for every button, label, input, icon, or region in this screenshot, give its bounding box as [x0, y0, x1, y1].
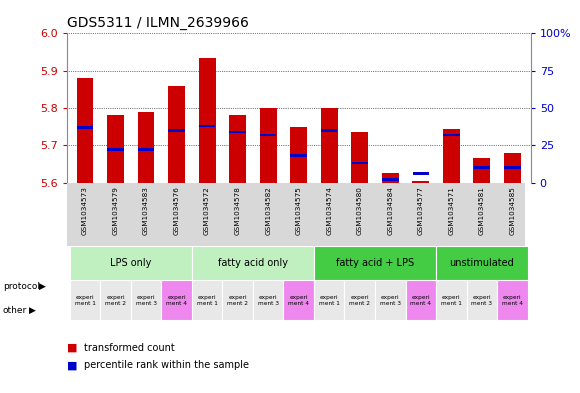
Text: GDS5311 / ILMN_2639966: GDS5311 / ILMN_2639966 [67, 16, 249, 29]
Bar [351, 162, 368, 165]
Text: ▶: ▶ [39, 283, 46, 291]
Bar [405, 280, 436, 320]
Bar [474, 166, 490, 169]
Bar [138, 149, 154, 151]
Text: GSM1034578: GSM1034578 [235, 186, 241, 235]
Text: GSM1034582: GSM1034582 [265, 186, 271, 235]
Text: fatty acid only: fatty acid only [218, 258, 288, 268]
Bar [466, 280, 497, 320]
Bar [70, 280, 100, 320]
Text: GSM1034576: GSM1034576 [173, 186, 180, 235]
Bar [382, 173, 398, 183]
Bar [199, 125, 215, 127]
Bar [131, 280, 161, 320]
Text: GSM1034573: GSM1034573 [82, 186, 88, 235]
Text: experi
ment 3: experi ment 3 [472, 295, 492, 306]
Bar [77, 126, 93, 129]
Bar [192, 280, 222, 320]
Bar [412, 181, 429, 183]
Text: percentile rank within the sample: percentile rank within the sample [84, 360, 249, 371]
Text: transformed count: transformed count [84, 343, 175, 353]
Text: GSM1034581: GSM1034581 [479, 186, 485, 235]
Bar [137, 112, 154, 183]
Text: LPS only: LPS only [110, 258, 151, 268]
Text: unstimulated: unstimulated [450, 258, 514, 268]
Bar [70, 246, 192, 280]
Text: experi
ment 2: experi ment 2 [349, 295, 370, 306]
Bar [107, 116, 124, 183]
Text: experi
ment 4: experi ment 4 [410, 295, 432, 306]
Bar [260, 108, 277, 183]
Text: GSM1034585: GSM1034585 [509, 186, 516, 235]
Bar [253, 280, 284, 320]
Bar [436, 246, 528, 280]
Text: other: other [3, 306, 27, 315]
Text: experi
ment 3: experi ment 3 [258, 295, 278, 306]
Bar [314, 246, 436, 280]
Bar [412, 173, 429, 175]
Text: experi
ment 4: experi ment 4 [288, 295, 309, 306]
Text: experi
ment 3: experi ment 3 [380, 295, 401, 306]
Bar [229, 116, 246, 183]
Text: GSM1034577: GSM1034577 [418, 186, 424, 235]
Text: GSM1034580: GSM1034580 [357, 186, 362, 235]
Text: experi
ment 1: experi ment 1 [441, 295, 462, 306]
Bar [443, 134, 459, 136]
Text: GSM1034574: GSM1034574 [326, 186, 332, 235]
Text: GSM1034572: GSM1034572 [204, 186, 210, 235]
Bar [222, 280, 253, 320]
Bar [375, 280, 405, 320]
Text: GSM1034575: GSM1034575 [296, 186, 302, 235]
Bar [199, 58, 216, 183]
Text: experi
ment 1: experi ment 1 [319, 295, 340, 306]
Bar [100, 280, 131, 320]
Bar [291, 127, 307, 183]
Bar [260, 134, 277, 136]
Bar [161, 280, 192, 320]
Bar [504, 153, 521, 183]
Bar [314, 280, 345, 320]
Text: experi
ment 2: experi ment 2 [227, 295, 248, 306]
Text: experi
ment 4: experi ment 4 [502, 295, 523, 306]
Text: experi
ment 1: experi ment 1 [75, 295, 96, 306]
Bar [382, 178, 398, 181]
Bar [284, 280, 314, 320]
Bar [473, 158, 490, 183]
Bar [443, 129, 460, 183]
Text: fatty acid + LPS: fatty acid + LPS [336, 258, 414, 268]
Text: GSM1034571: GSM1034571 [448, 186, 454, 235]
Bar [230, 130, 246, 133]
Bar [291, 154, 307, 157]
Text: ▶: ▶ [29, 306, 36, 315]
Text: ■: ■ [67, 360, 77, 371]
Bar [321, 129, 338, 132]
Bar [436, 280, 466, 320]
Text: experi
ment 4: experi ment 4 [166, 295, 187, 306]
Bar [192, 246, 314, 280]
Bar [497, 280, 528, 320]
Bar [351, 132, 368, 183]
Text: GSM1034584: GSM1034584 [387, 186, 393, 235]
Bar [168, 86, 185, 183]
Bar [107, 149, 124, 151]
Text: GSM1034583: GSM1034583 [143, 186, 149, 235]
Text: experi
ment 1: experi ment 1 [197, 295, 218, 306]
Bar [321, 108, 338, 183]
Bar [168, 129, 185, 132]
Text: experi
ment 2: experi ment 2 [105, 295, 126, 306]
Text: experi
ment 3: experi ment 3 [136, 295, 157, 306]
Bar [345, 280, 375, 320]
Bar [77, 78, 93, 183]
Bar [504, 166, 521, 169]
Text: GSM1034579: GSM1034579 [113, 186, 118, 235]
Text: protocol: protocol [3, 283, 40, 291]
Text: ■: ■ [67, 343, 77, 353]
